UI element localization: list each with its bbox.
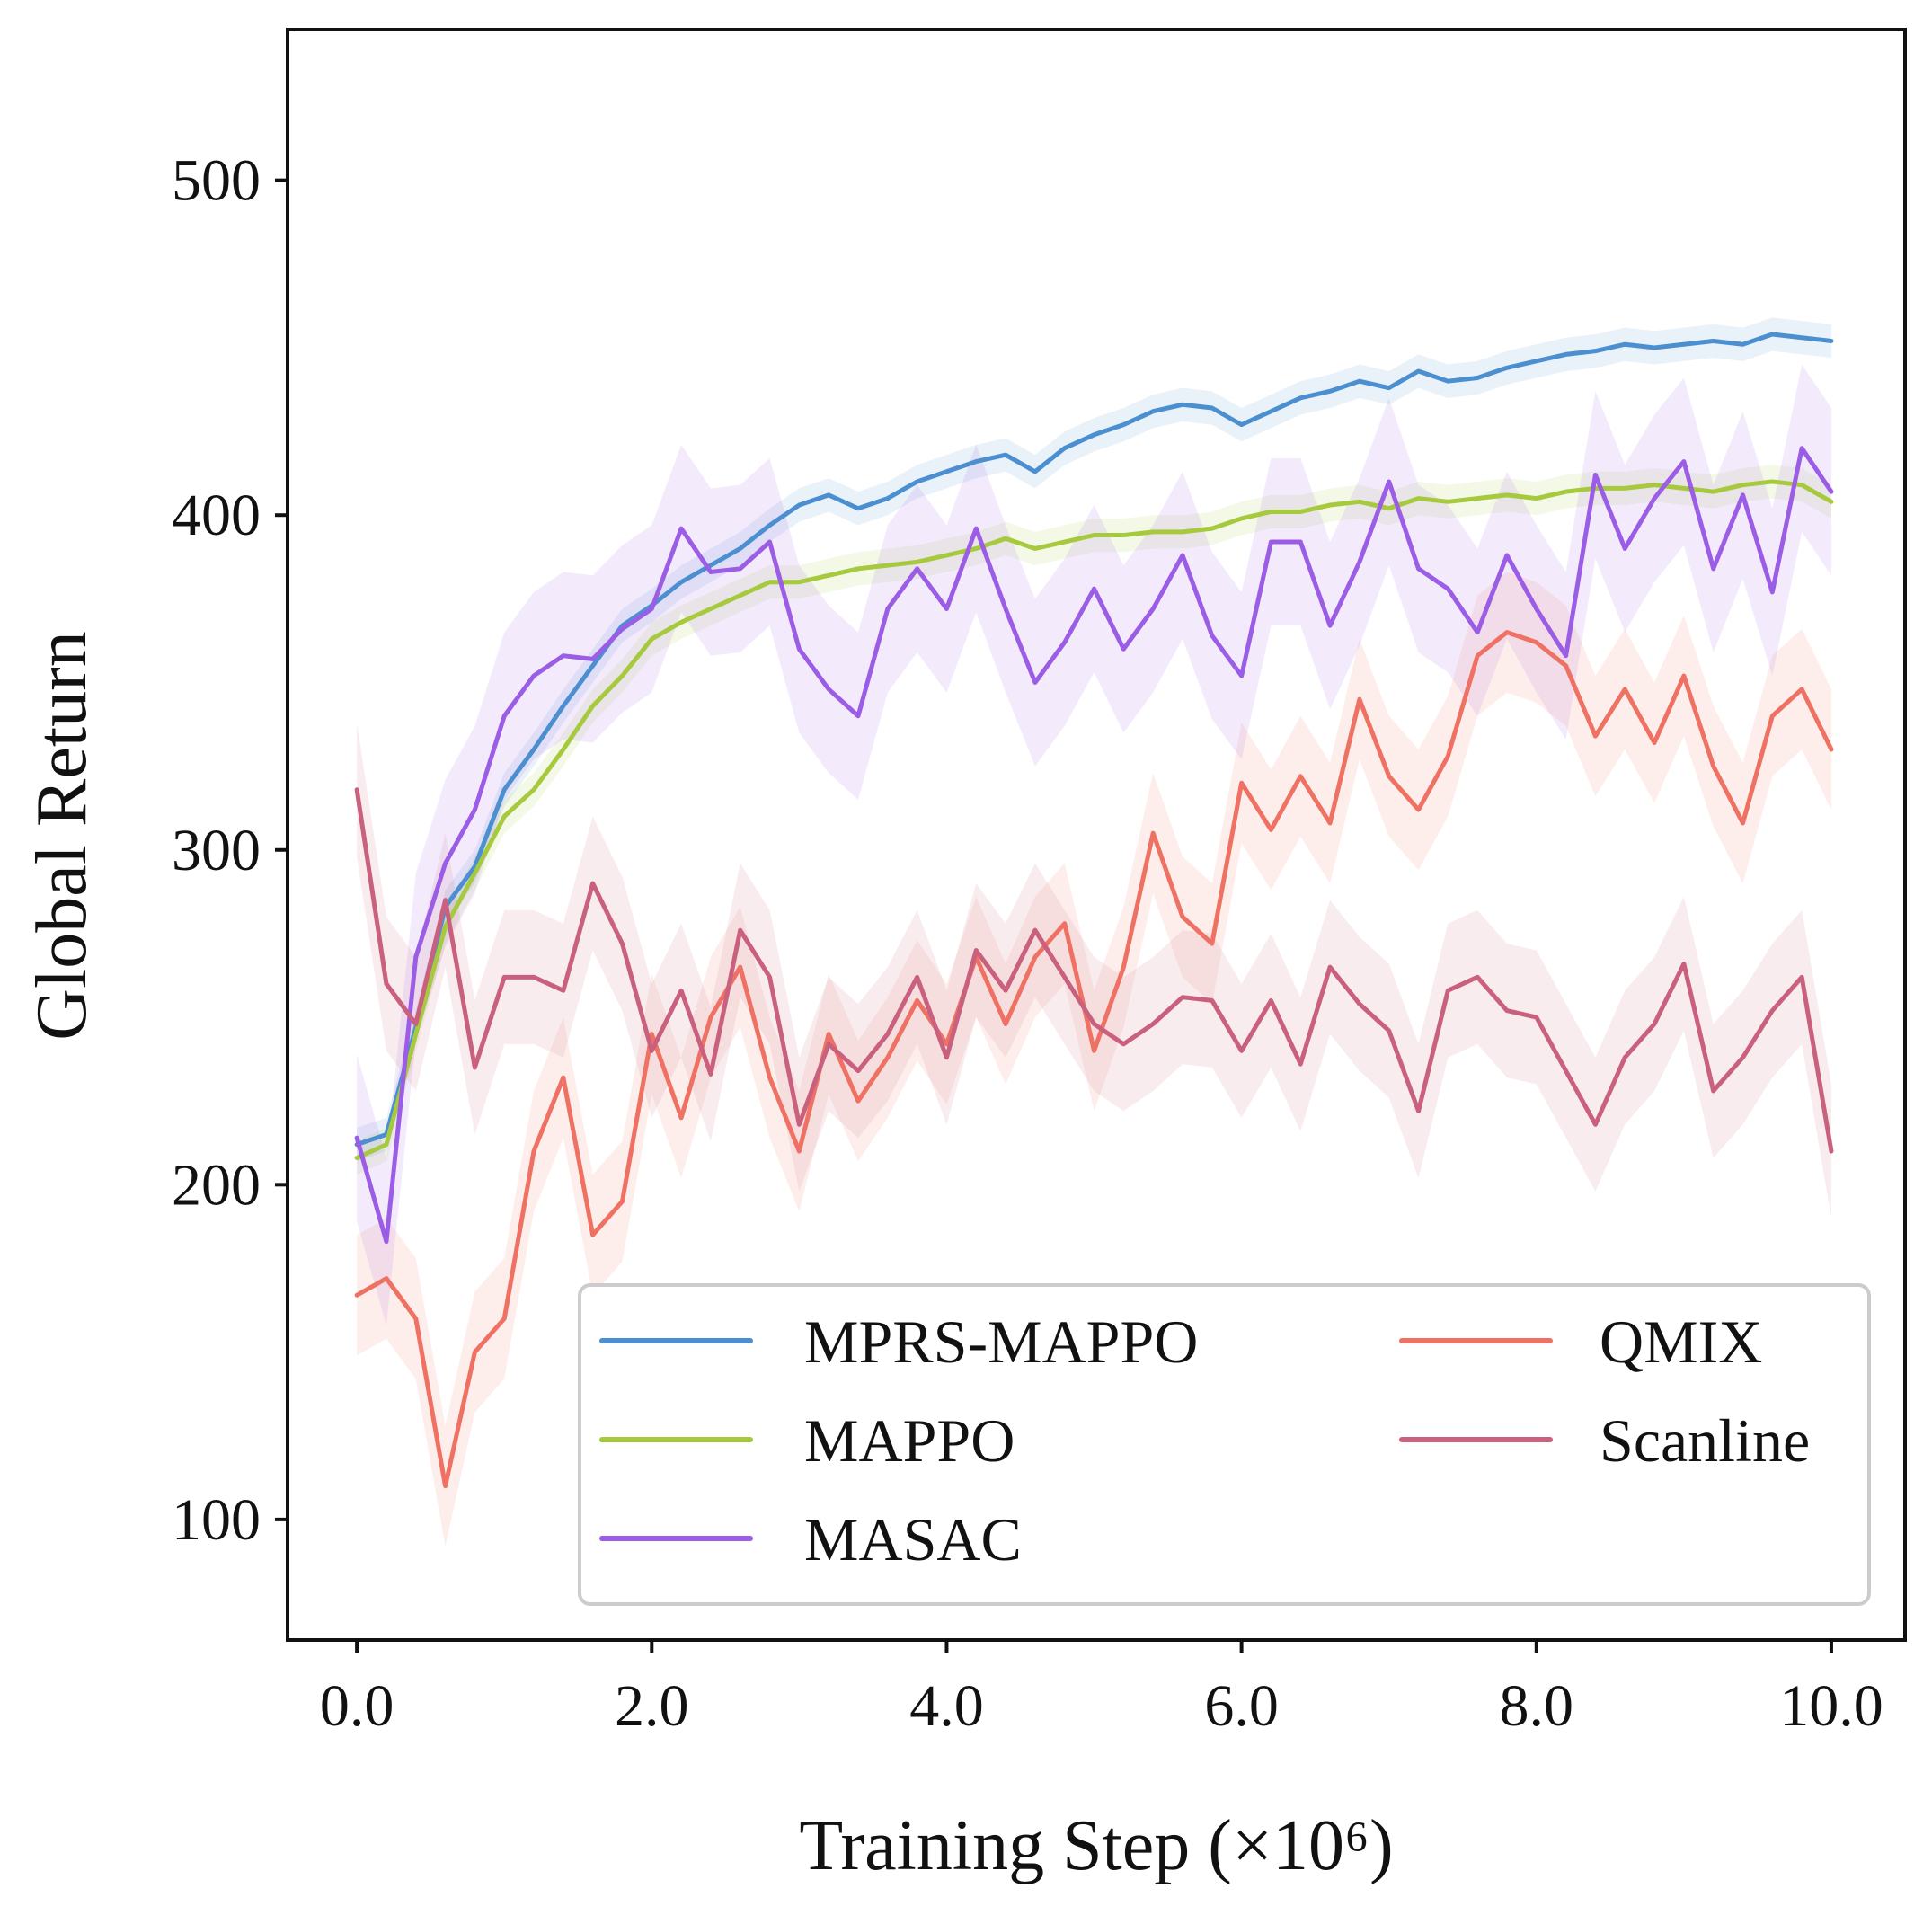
x-tick-label: 0.0 [320, 1673, 394, 1739]
x-axis-label-text: Training Step [799, 1806, 1190, 1885]
y-axis-label: Global Return [22, 631, 102, 1040]
series-line-qmix [354, 630, 1834, 1489]
series-line-mappo [354, 479, 1834, 1161]
x-tick-label: 10.0 [1779, 1673, 1883, 1739]
series-line-masac [354, 446, 1834, 1245]
legend-label-scanline: Scanline [1600, 1406, 1810, 1475]
y-tick-label: 200 [172, 1152, 261, 1218]
y-tick-label: 100 [172, 1487, 261, 1553]
legend-label-qmix: QMIX [1600, 1308, 1762, 1376]
series-line-scanline [354, 787, 1834, 1154]
x-axis-label: Training Step (×10⁶) [799, 1806, 1393, 1885]
plot-frame [286, 28, 1907, 1642]
x-tick-label: 8.0 [1500, 1673, 1574, 1739]
x-tick-label: 4.0 [909, 1673, 984, 1739]
legend-box [578, 1283, 1871, 1606]
y-tick-label: 400 [172, 483, 261, 548]
band-qmix [357, 572, 1831, 1547]
series-lines [354, 332, 1834, 1489]
legend-label-masac: MASAC [804, 1505, 1022, 1574]
legend-label-mappo: MAPPO [804, 1406, 1015, 1475]
legend-items: MPRS-MAPPO MAPPO MASAC QMIX Scanline [599, 1308, 1810, 1574]
y-axis-ticks: 100 200 300 400 500 [172, 148, 288, 1553]
x-axis-ticks: 0.0 2.0 4.0 6.0 8.0 10.0 [320, 1640, 1883, 1739]
x-axis-label-unit: (×10⁶) [1208, 1806, 1393, 1885]
legend-label-mprs-mappo: MPRS-MAPPO [804, 1308, 1198, 1376]
band-masac [357, 364, 1831, 1325]
legend: MPRS-MAPPO MAPPO MASAC QMIX Scanline [578, 1283, 1871, 1606]
y-tick-label: 300 [172, 818, 261, 883]
confidence-bands [357, 317, 1831, 1547]
y-tick-label: 500 [172, 148, 261, 214]
series-line-mprs-mappo [354, 332, 1834, 1148]
x-tick-label: 6.0 [1204, 1673, 1279, 1739]
x-tick-label: 2.0 [615, 1673, 689, 1739]
band-scanline [357, 723, 1831, 1219]
